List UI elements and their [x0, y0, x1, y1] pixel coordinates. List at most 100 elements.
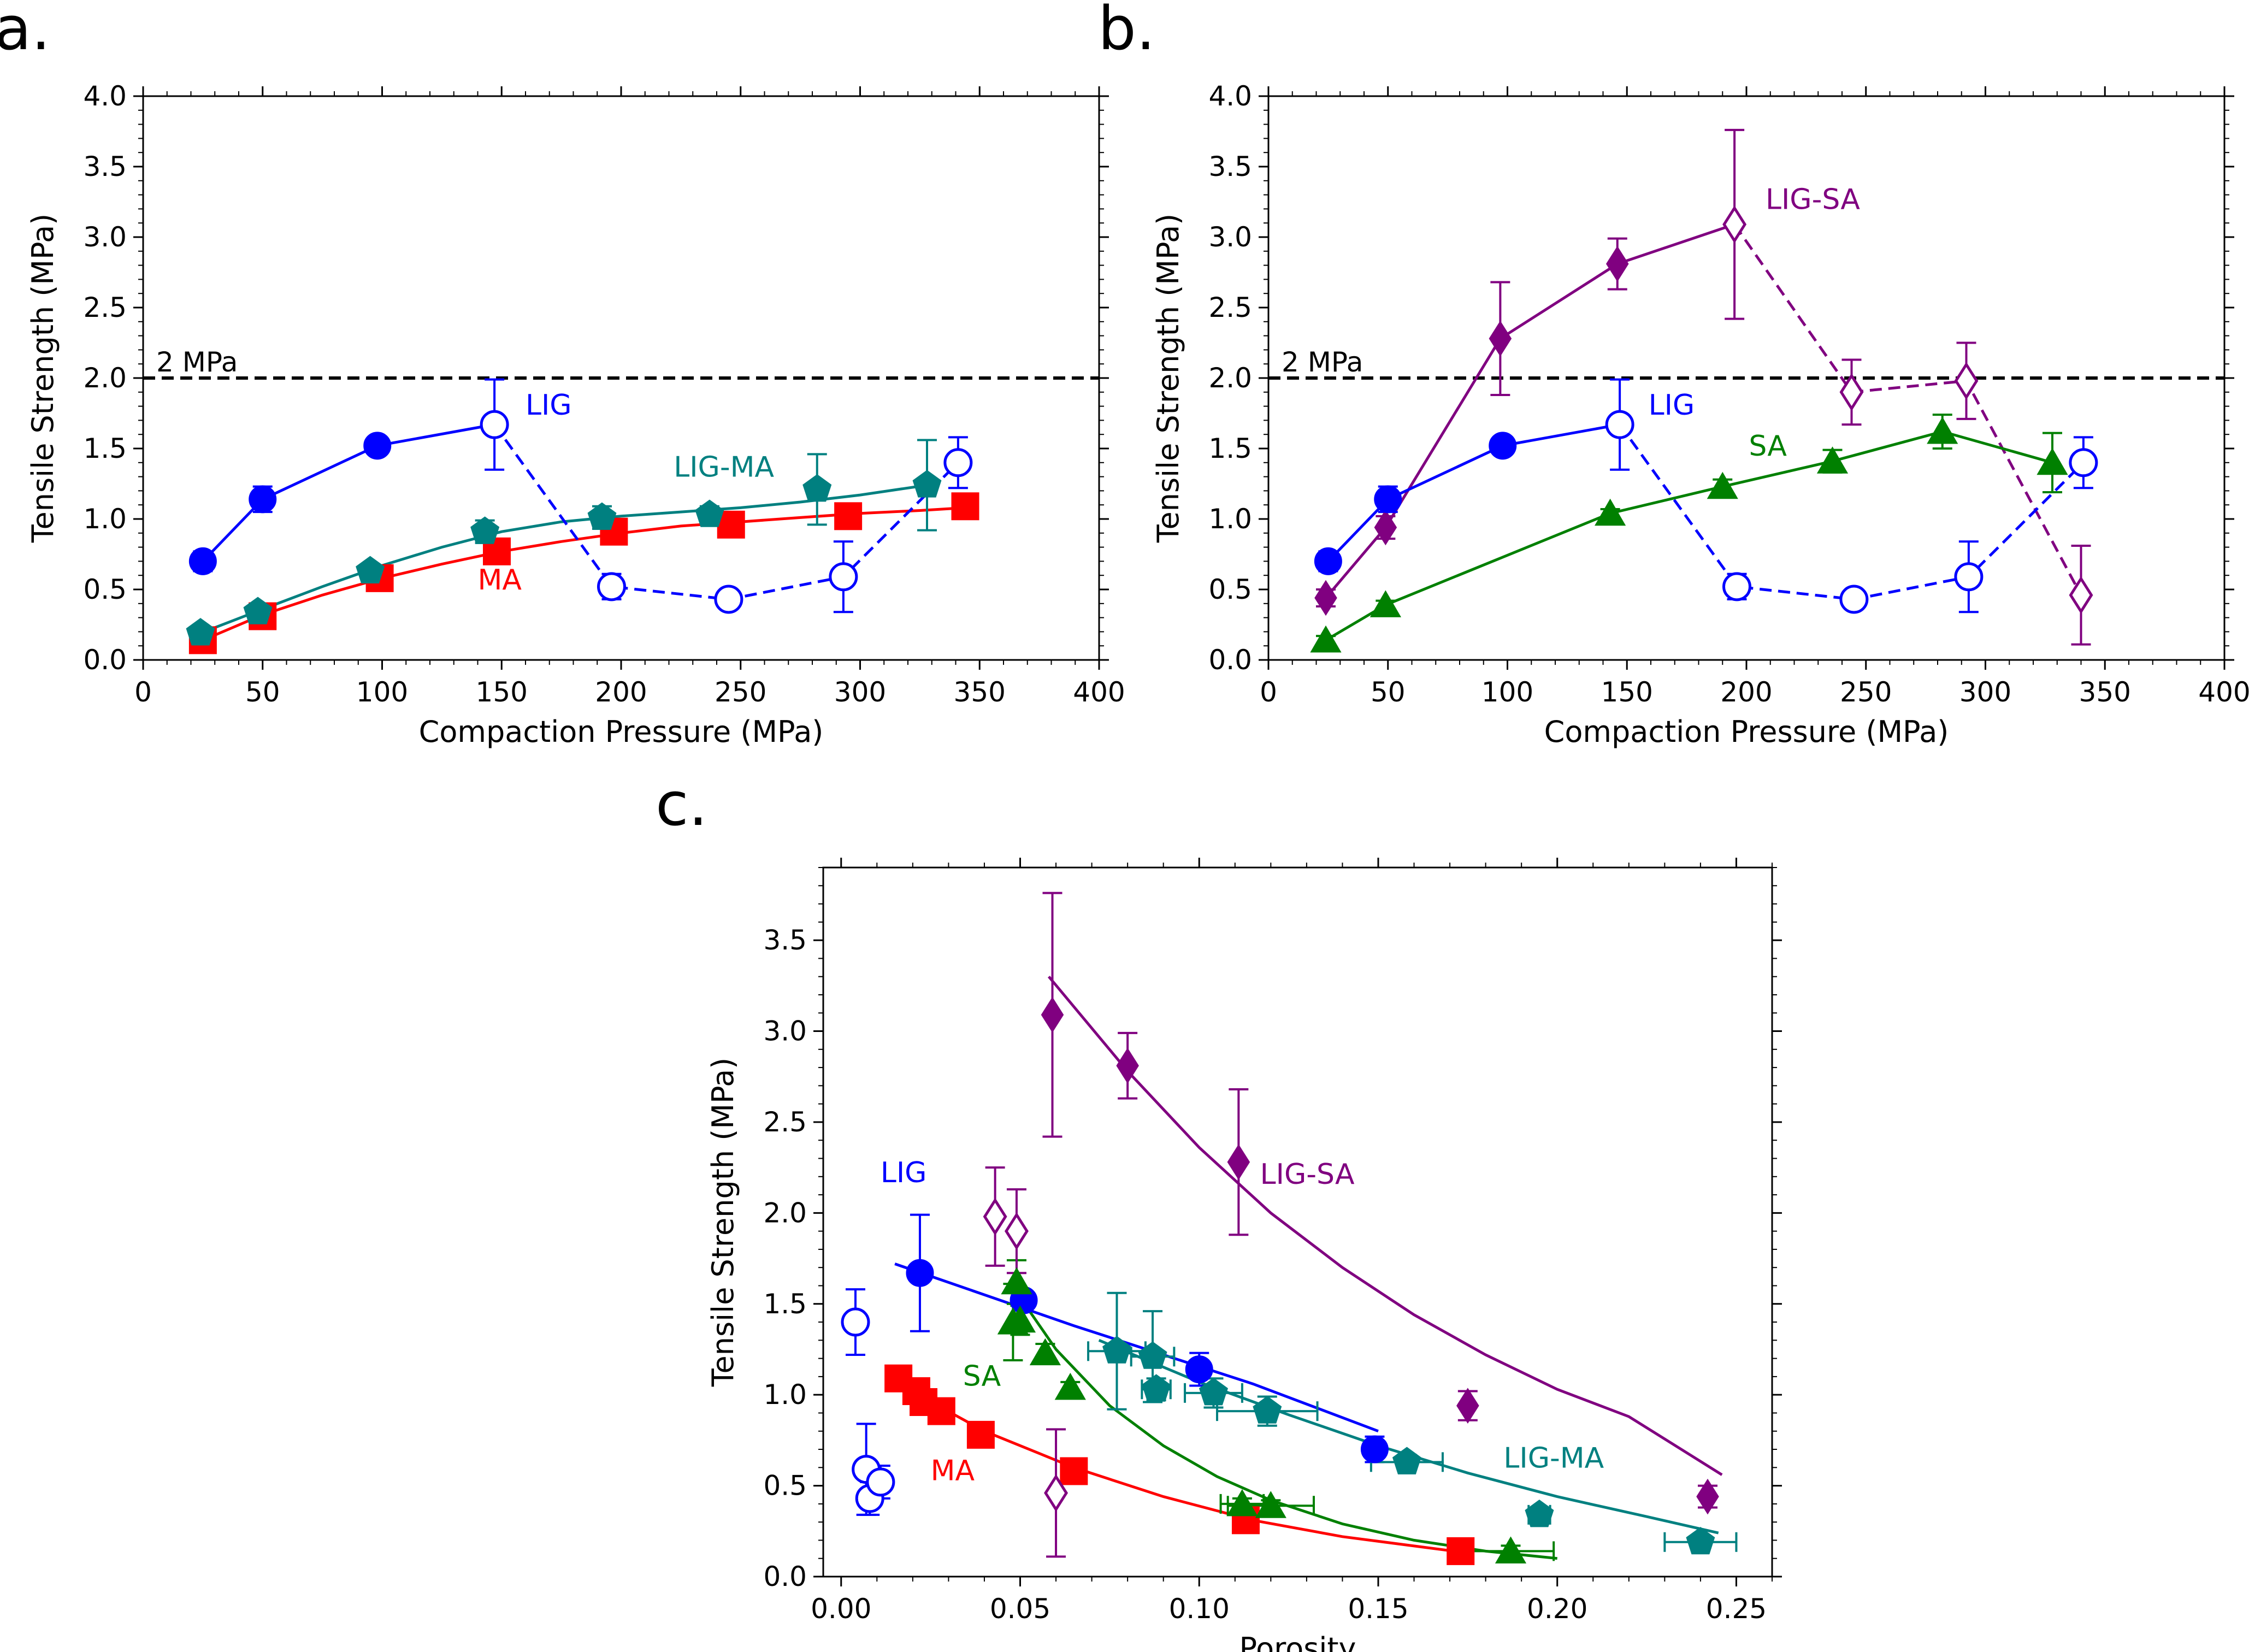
data-point-diamond: [1116, 1047, 1139, 1084]
series-annotation: LIG: [1649, 389, 1695, 422]
data-point-diamond: [983, 1197, 1007, 1236]
data-point-pentagon: [1138, 1341, 1167, 1369]
data-point-circle: [1314, 547, 1342, 575]
y-tick-label: 3.0: [83, 221, 127, 253]
data-point-pentagon: [1142, 1374, 1171, 1402]
data-point-triangle: [1226, 1489, 1258, 1517]
data-point-pentagon: [1102, 1336, 1131, 1364]
x-tick-label: 0.20: [1527, 1593, 1587, 1625]
y-tick-label: 1.5: [763, 1288, 807, 1320]
y-tick-label: 0.0: [763, 1561, 807, 1592]
y-tick-label: 0.0: [1208, 644, 1252, 676]
data-point-triangle: [1595, 498, 1626, 526]
series-annotation: MA: [931, 1455, 975, 1488]
y-tick-label: 0.5: [1208, 574, 1252, 605]
y-tick-label: 2.5: [763, 1106, 807, 1138]
data-point-diamond: [1722, 205, 1747, 244]
data-point-diamond: [1374, 509, 1397, 546]
data-point-circle: [1954, 562, 1984, 592]
x-tick-label: 0.05: [990, 1593, 1050, 1625]
data-point-pentagon: [186, 618, 215, 646]
data-point-circle: [943, 448, 973, 477]
x-tick-label: 0.15: [1348, 1593, 1408, 1625]
x-tick-label: 350: [2079, 676, 2131, 708]
y-tick-label: 0.5: [763, 1470, 807, 1502]
series-annotation: LIG-MA: [1503, 1442, 1604, 1474]
y-axis-label: Tensile Strength (MPa): [26, 214, 60, 544]
data-point-pentagon: [470, 516, 500, 544]
data-point-circle: [597, 572, 626, 601]
panel-label-b: b.: [1098, 0, 1155, 63]
y-tick-label: 2.5: [1208, 292, 1252, 323]
data-point-triangle: [1029, 1338, 1061, 1366]
data-point-circle: [714, 585, 743, 614]
y-tick-label: 1.0: [83, 503, 127, 535]
data-point-pentagon: [912, 470, 942, 498]
data-point-triangle: [1310, 625, 1342, 653]
y-tick-label: 4.0: [83, 80, 127, 112]
data-point-square: [834, 502, 863, 530]
data-point-circle: [1360, 1435, 1389, 1464]
data-point-circle: [249, 485, 277, 514]
fit-curve-lig: [894, 1262, 1379, 1433]
x-tick-label: 50: [245, 676, 280, 708]
fit-curve-ma: [894, 1380, 1468, 1555]
x-tick-label: 200: [1720, 676, 1772, 708]
y-tick-label: 3.5: [1208, 151, 1252, 182]
data-point-circle: [363, 432, 392, 460]
y-tick-label: 0.5: [83, 574, 127, 605]
data-point-diamond: [1696, 1478, 1719, 1515]
data-point-triangle: [1054, 1372, 1086, 1400]
data-point-pentagon: [1686, 1526, 1715, 1555]
data-point-diamond: [2069, 576, 2093, 614]
data-point-pentagon: [1253, 1396, 1282, 1424]
data-point-diamond: [1044, 1474, 1069, 1512]
data-point-circle: [2069, 448, 2098, 477]
data-point-pentagon: [1525, 1499, 1554, 1527]
x-tick-label: 300: [1959, 676, 2011, 708]
series-annotation: LIG-MA: [674, 451, 774, 484]
y-tick-label: 1.0: [763, 1379, 807, 1411]
data-point-pentagon: [587, 502, 617, 530]
data-point-square: [966, 1420, 995, 1449]
series-annotation: LIG-SA: [1260, 1158, 1355, 1191]
y-axis-label: Tensile Strength (MPa): [706, 1058, 740, 1388]
x-axis-label: Compaction Pressure (MPa): [419, 715, 824, 749]
x-tick-label: 100: [1481, 676, 1533, 708]
data-point-square: [951, 492, 979, 521]
data-point-triangle: [1927, 416, 1958, 444]
plot-frame: [142, 95, 1100, 661]
x-tick-label: 250: [715, 676, 766, 708]
reference-line-label: 2 MPa: [156, 346, 238, 378]
data-point-pentagon: [1392, 1447, 1421, 1474]
data-point-diamond: [1456, 1388, 1479, 1424]
series-line-sa: [1325, 430, 2053, 642]
series-line-lig: [1327, 423, 1620, 563]
data-point-pentagon: [695, 499, 724, 527]
data-point-circle: [1374, 485, 1402, 514]
panel-label-c: c.: [656, 769, 707, 839]
data-point-triangle: [1495, 1536, 1527, 1564]
x-tick-label: 200: [595, 676, 647, 708]
chart-panel-b: 0 50 100 150 200 250 300 350 400 0.0 0.5 1.0 1.5 2.0 2…: [1151, 80, 2249, 749]
fit-curve-lig-sa: [1047, 976, 1723, 1476]
data-point-diamond: [1041, 996, 1064, 1033]
data-point-circle: [1839, 585, 1869, 614]
data-point-square: [1060, 1457, 1088, 1485]
data-point-triangle: [1001, 1267, 1032, 1295]
data-point-diamond: [1954, 362, 1979, 400]
data-point-circle: [1605, 410, 1634, 439]
x-tick-label: 100: [356, 676, 408, 708]
x-tick-label: 150: [1601, 676, 1653, 708]
x-axis-label: Compaction Pressure (MPa): [1544, 715, 1949, 749]
data-point-circle: [1185, 1355, 1213, 1384]
data-point-circle: [1722, 572, 1751, 601]
series-line-lig-sa: [1733, 223, 2082, 596]
data-point-triangle: [1370, 590, 1401, 617]
series-annotation: LIG-SA: [1766, 183, 1860, 216]
x-tick-label: 0.00: [811, 1593, 871, 1625]
y-tick-label: 3.5: [83, 151, 127, 182]
data-point-diamond: [1314, 580, 1337, 616]
data-point-pentagon: [356, 556, 385, 583]
series-annotation: MA: [478, 564, 522, 597]
